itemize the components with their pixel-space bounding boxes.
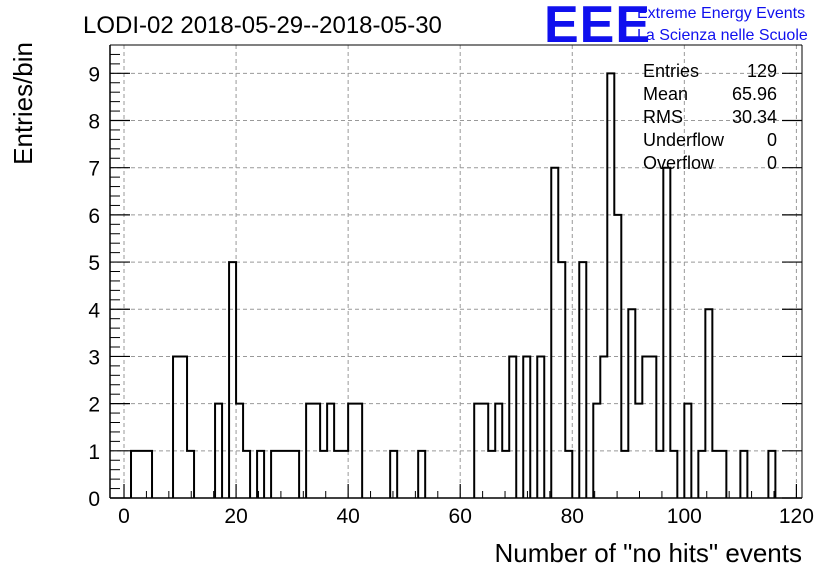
- histogram-bin: [481, 404, 488, 498]
- histogram-bin: [180, 356, 187, 498]
- histogram-bin: [488, 451, 495, 498]
- chart-grid: [110, 45, 802, 498]
- y-tick-label: 1: [88, 441, 100, 464]
- histogram-bin: [229, 262, 236, 498]
- y-tick-label: 5: [88, 252, 100, 275]
- histogram-bin: [138, 451, 145, 498]
- histogram-bin: [418, 451, 425, 498]
- histogram-bin: [579, 262, 586, 498]
- histogram-bin: [740, 451, 747, 498]
- chart-axes: [109, 44, 803, 499]
- stats-box: Entries 129 Mean 65.96 RMS 30.34 Underflow 0 Ove…: [643, 61, 777, 173]
- x-tick-label: 0: [118, 505, 130, 528]
- histogram-bin: [131, 451, 138, 498]
- histogram-bin: [719, 451, 726, 498]
- histogram-bin: [278, 451, 285, 498]
- x-tick-label: 20: [224, 505, 247, 528]
- histogram-bin: [390, 451, 397, 498]
- y-tick-label: 8: [88, 111, 100, 134]
- histogram-bin: [670, 451, 677, 498]
- histogram-bin: [341, 451, 348, 498]
- histogram-bin: [642, 356, 649, 498]
- y-tick-label: 4: [88, 299, 100, 322]
- x-tick-label: 100: [667, 505, 702, 528]
- histogram-bin: [145, 451, 152, 498]
- histogram-outline: [130, 72, 777, 498]
- y-tick-label: 0: [88, 488, 100, 511]
- histogram-bin: [236, 404, 243, 498]
- histogram-bin: [607, 73, 614, 498]
- histogram-bin: [684, 404, 691, 498]
- y-axis-ticks: 0 1 2 3 4 5 6 7 8 9: [88, 44, 802, 511]
- stats-label: Underflow: [643, 130, 725, 150]
- y-tick-label: 2: [88, 394, 100, 417]
- histogram-bin: [243, 451, 250, 498]
- histogram-bin: [663, 168, 670, 498]
- eee-logo-line1: Extreme Energy Events: [637, 5, 805, 22]
- histogram-bin: [635, 404, 642, 498]
- histogram-bin: [348, 404, 355, 498]
- stats-label: Overflow: [643, 153, 715, 173]
- stats-value: 129: [747, 61, 777, 81]
- histogram-bin: [705, 309, 712, 498]
- y-tick-label: 6: [88, 205, 100, 228]
- x-tick-label: 80: [561, 505, 584, 528]
- histogram-bin: [334, 451, 341, 498]
- x-axis-title: Number of "no hits" events: [495, 538, 803, 568]
- stats-value: 65.96: [732, 84, 777, 104]
- histogram-bin: [621, 451, 628, 498]
- histogram-bin: [768, 451, 775, 498]
- histogram-bin: [173, 356, 180, 498]
- histogram-bin: [285, 451, 292, 498]
- histogram-bin: [292, 451, 299, 498]
- stats-label: Entries: [643, 61, 699, 81]
- stats-value: 0: [767, 153, 777, 173]
- x-tick-label: 120: [779, 505, 814, 528]
- y-axis-title: Entries/bin: [8, 42, 38, 165]
- stats-value: 0: [767, 130, 777, 150]
- histogram-bin: [187, 451, 194, 498]
- histogram-bin: [600, 356, 607, 498]
- histogram-bin: [656, 451, 663, 498]
- y-tick-label: 3: [88, 346, 100, 369]
- histogram-bin: [355, 404, 362, 498]
- chart-title: LODI-02 2018-05-29--2018-05-30: [83, 12, 442, 39]
- histogram-bin: [474, 404, 481, 498]
- histogram-bin: [649, 356, 656, 498]
- histogram-bin: [306, 404, 313, 498]
- stats-value: 30.34: [732, 107, 777, 127]
- histogram-bin: [215, 404, 222, 498]
- y-tick-label: 9: [88, 63, 100, 86]
- histogram-bin: [502, 451, 509, 498]
- histogram-bin: [509, 356, 516, 498]
- histogram-bin: [558, 262, 565, 498]
- histogram-bin: [565, 451, 572, 498]
- stats-label: RMS: [643, 107, 683, 127]
- eee-logo-line2: La Scienza nelle Scuole: [637, 27, 808, 44]
- histogram-bin: [327, 404, 334, 498]
- histogram-bin: [537, 356, 544, 498]
- histogram-bin: [495, 404, 502, 498]
- eee-logo: EEE Extreme Energy Events La Scienza nel…: [544, 0, 808, 54]
- x-tick-label: 40: [336, 505, 359, 528]
- histogram-bin: [523, 356, 530, 498]
- histogram-bin: [614, 215, 621, 498]
- x-tick-label: 60: [449, 505, 472, 528]
- histogram-bin: [313, 404, 320, 498]
- histogram-bin: [628, 309, 635, 498]
- histogram-bin: [593, 404, 600, 498]
- histogram-bin: [271, 451, 278, 498]
- y-tick-label: 7: [88, 158, 100, 181]
- stats-label: Mean: [643, 84, 688, 104]
- histogram-bin: [698, 451, 705, 498]
- x-axis-ticks: 0 20 40 60 80 100 120: [118, 484, 814, 528]
- histogram-bin: [257, 451, 264, 498]
- eee-logo-mark: EEE: [544, 0, 651, 54]
- histogram-bin: [712, 451, 719, 498]
- histogram-bin: [551, 168, 558, 498]
- histogram-bin: [320, 451, 327, 498]
